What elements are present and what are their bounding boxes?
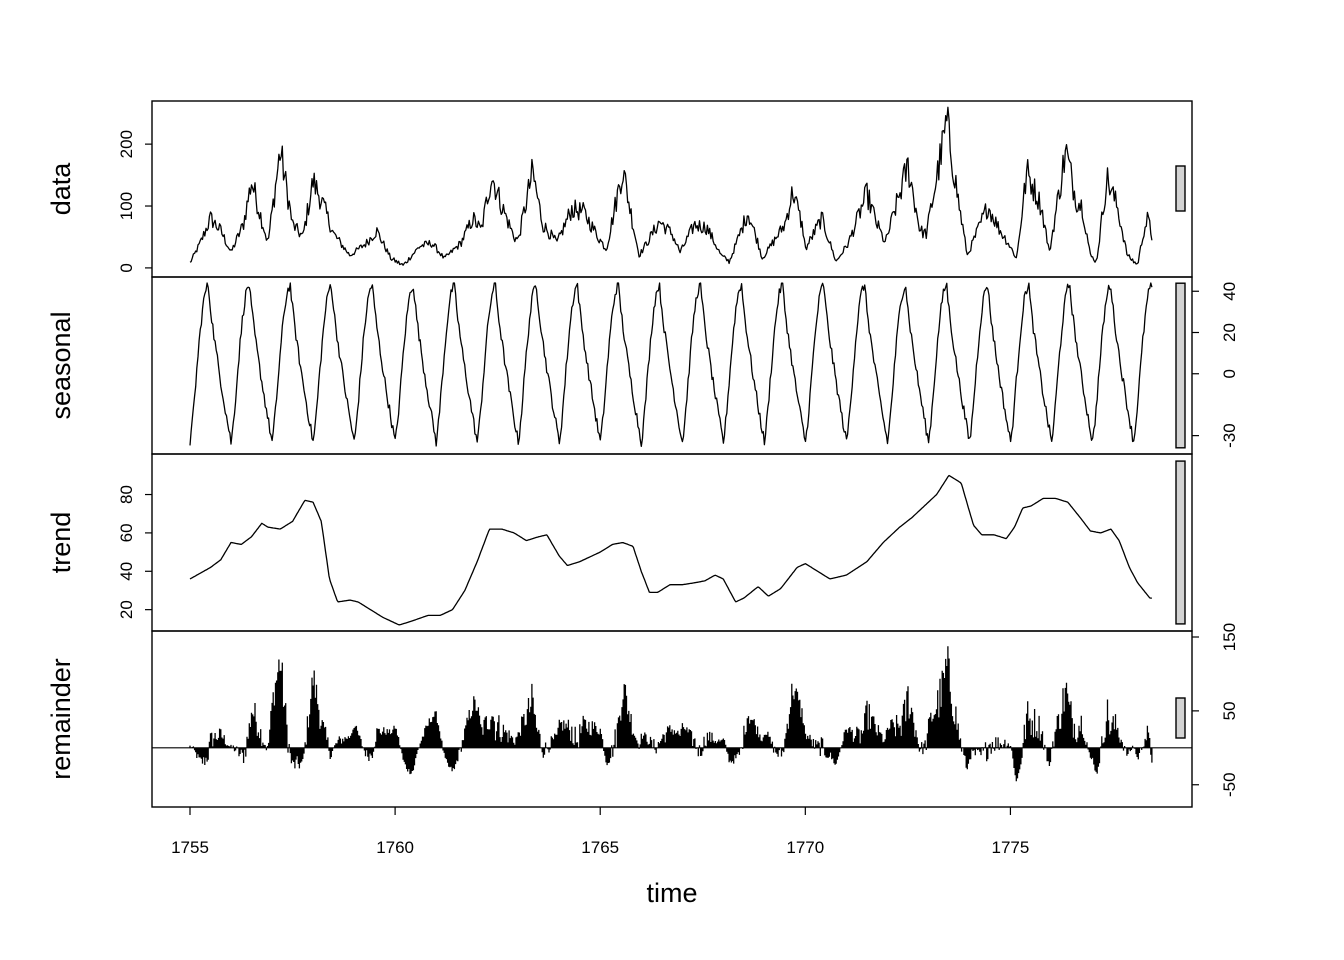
x-tick-label: 1755 bbox=[171, 838, 209, 857]
x-tick-label: 1775 bbox=[992, 838, 1030, 857]
x-axis: 1755 1760 1765 1770 1775 bbox=[171, 807, 1029, 857]
y-tick-label-trend: 80 bbox=[117, 485, 136, 504]
panel-frame-trend bbox=[151, 453, 1193, 632]
x-axis-title: time bbox=[646, 878, 697, 908]
y-tick-label-trend: 40 bbox=[117, 562, 136, 581]
panel-frame-seasonal bbox=[151, 276, 1193, 455]
series-data bbox=[189, 106, 1153, 266]
panel-frame-remainder bbox=[151, 630, 1193, 808]
series-trend bbox=[189, 474, 1152, 626]
panel-remainder: -50 50 150 remainder bbox=[46, 623, 1239, 808]
scale-bar-data bbox=[1175, 165, 1186, 212]
series-seasonal bbox=[189, 282, 1153, 448]
scale-bar-trend bbox=[1175, 460, 1186, 625]
panel-label-trend: trend bbox=[46, 512, 76, 574]
y-tick-label-trend: 20 bbox=[117, 600, 136, 619]
x-tick-label: 1760 bbox=[376, 838, 414, 857]
series-remainder bbox=[189, 646, 1153, 782]
panel-label-data: data bbox=[46, 162, 76, 216]
y-tick-label-trend: 60 bbox=[117, 523, 136, 542]
panel-label-seasonal: seasonal bbox=[46, 311, 76, 419]
panel-trend: 20 40 60 80 trend bbox=[46, 453, 1193, 632]
y-tick-label-remainder: -50 bbox=[1220, 772, 1239, 797]
y-tick-label-remainder: 150 bbox=[1220, 623, 1239, 651]
panel-seasonal: -30 0 20 40 seasonal bbox=[46, 276, 1239, 455]
y-tick-label-remainder: 50 bbox=[1220, 701, 1239, 720]
y-tick-label-seasonal: 20 bbox=[1220, 323, 1239, 342]
y-tick-label-seasonal: 40 bbox=[1220, 282, 1239, 301]
x-tick-label: 1770 bbox=[786, 838, 824, 857]
panel-data: 0 100 200 data bbox=[46, 100, 1193, 278]
y-tick-label-data: 100 bbox=[117, 192, 136, 220]
panels: 0 100 200 data -30 0 20 40 seasonal 20 40 60 80 trend… bbox=[46, 100, 1239, 808]
scale-bar-seasonal bbox=[1175, 282, 1186, 449]
x-tick-label: 1765 bbox=[581, 838, 619, 857]
y-tick-label-data: 200 bbox=[117, 130, 136, 158]
y-tick-label-seasonal: -30 bbox=[1220, 423, 1239, 448]
y-tick-label-seasonal: 0 bbox=[1220, 369, 1239, 378]
scale-bar-remainder bbox=[1175, 697, 1186, 739]
panel-label-remainder: remainder bbox=[46, 658, 76, 780]
y-tick-label-data: 0 bbox=[117, 263, 136, 272]
panel-frame-data bbox=[151, 100, 1193, 278]
